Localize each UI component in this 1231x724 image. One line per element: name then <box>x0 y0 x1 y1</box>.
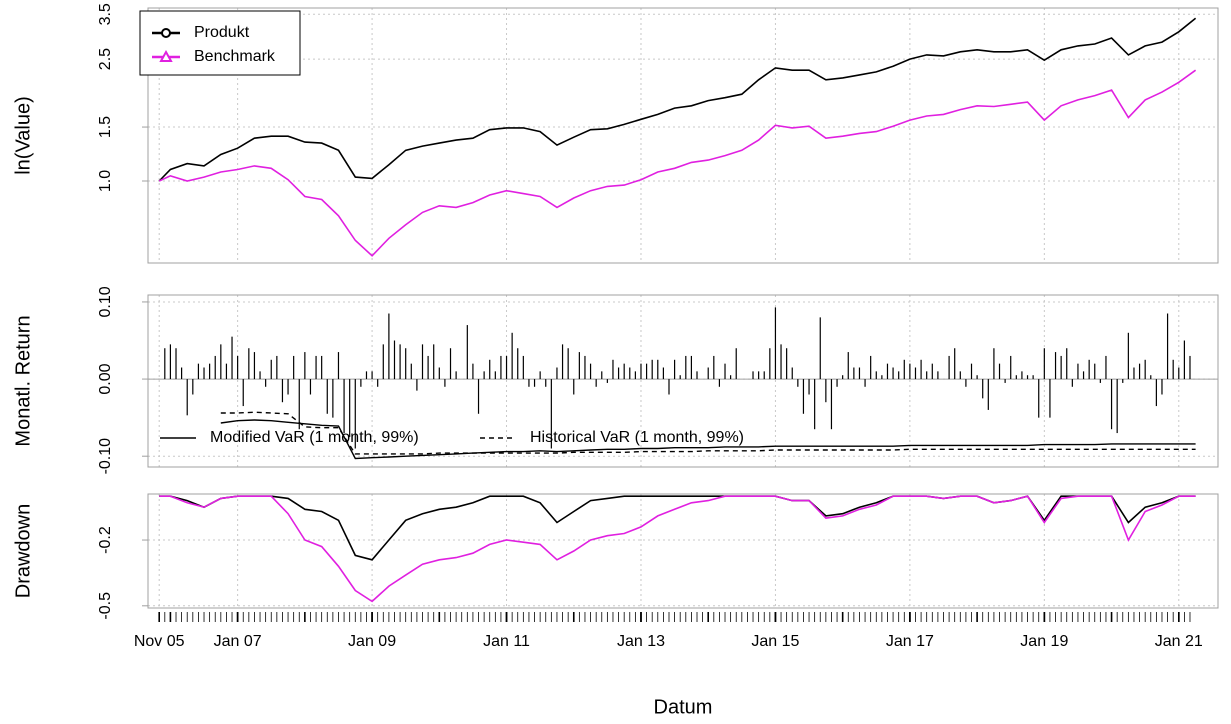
y-tick-label: 1.5 <box>97 116 114 138</box>
y-axis-title: Monatl. Return <box>12 315 34 446</box>
series-line <box>158 69 1197 257</box>
x-tick-label: Nov 05 <box>134 633 185 650</box>
x-tick-label: Jan 09 <box>348 633 396 650</box>
legend-label: Historical VaR (1 month, 99%) <box>530 429 744 446</box>
legend-label: Produkt <box>194 24 250 41</box>
series-line <box>159 495 1196 603</box>
y-tick-label: 0.10 <box>97 286 114 317</box>
y-axis-title: Drawdown <box>12 504 34 598</box>
x-tick-label: Jan 21 <box>1155 633 1203 650</box>
legend-label: Benchmark <box>194 48 276 65</box>
x-axis-title: Datum <box>654 696 713 718</box>
var-line <box>220 419 1196 460</box>
x-tick-label: Jan 19 <box>1020 633 1068 650</box>
x-tick-label: Jan 17 <box>886 633 934 650</box>
y-tick-label: -0.5 <box>97 592 114 620</box>
y-tick-label: -0.2 <box>97 526 114 554</box>
plot-frame <box>147 7 1219 264</box>
plot-frame <box>147 493 1219 609</box>
y-tick-label: 1.0 <box>97 170 114 192</box>
x-tick-label: Jan 07 <box>214 633 262 650</box>
legend-label: Modified VaR (1 month, 99%) <box>210 429 419 446</box>
x-tick-label: Jan 15 <box>751 633 799 650</box>
x-tick-label: Jan 13 <box>617 633 665 650</box>
series-line <box>158 17 1197 182</box>
y-tick-label: 0.00 <box>97 363 114 394</box>
plot-frame <box>147 294 1219 468</box>
y-tick-label: 3.5 <box>97 3 114 25</box>
y-tick-label: -0.10 <box>97 438 114 475</box>
legend-box <box>139 10 301 76</box>
x-tick-label: Jan 11 <box>483 633 530 650</box>
y-tick-label: 2.5 <box>97 48 114 70</box>
y-axis-title: ln(Value) <box>12 96 34 175</box>
legend-marker <box>159 49 173 62</box>
series-line <box>159 495 1196 561</box>
legend-marker <box>161 28 171 38</box>
var-line <box>220 411 1196 455</box>
